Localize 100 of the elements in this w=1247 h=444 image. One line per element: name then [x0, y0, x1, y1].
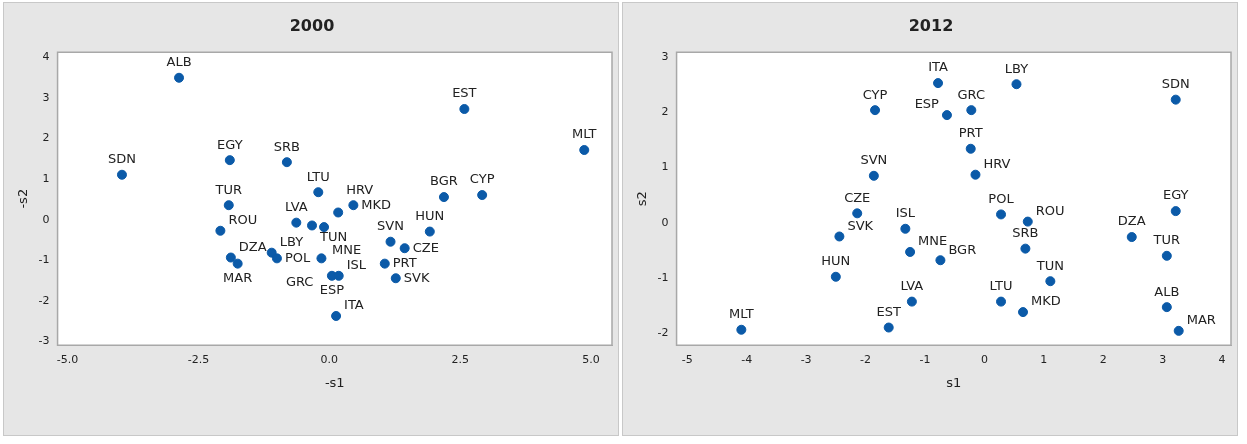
- x-tick-label: -2.5: [187, 352, 210, 366]
- annotation: MAR: [1186, 312, 1216, 328]
- point: [966, 105, 977, 116]
- annotation: LTU: [306, 168, 330, 184]
- point: [215, 225, 226, 236]
- annotation: SRB: [273, 138, 300, 154]
- point: [870, 105, 881, 116]
- y-tick-label: 2: [42, 131, 50, 145]
- point: [385, 236, 396, 247]
- point: [477, 190, 488, 201]
- annotation: MNE: [918, 233, 948, 249]
- y-tick-label: 1: [661, 160, 669, 174]
- point: [941, 110, 952, 121]
- annotation: MKD: [361, 196, 392, 212]
- point: [316, 253, 327, 264]
- x-tick-label: 2.5: [451, 352, 469, 366]
- annotation: HRV: [983, 156, 1011, 172]
- annotation: MLT: [729, 306, 754, 322]
- x-tick-label: 4: [1218, 352, 1226, 366]
- point: [1161, 250, 1172, 261]
- annotation: DZA: [1117, 213, 1146, 229]
- point: [313, 187, 324, 198]
- point: [459, 104, 470, 115]
- annotation: TUN: [1035, 257, 1064, 273]
- x-tick-label: 0: [980, 352, 988, 366]
- point: [390, 273, 401, 284]
- point: [271, 253, 282, 264]
- annotation: MAR: [223, 270, 253, 286]
- point: [900, 223, 911, 234]
- annotation: CZE: [844, 189, 871, 205]
- x-tick-label: -5: [681, 352, 693, 366]
- point: [1170, 94, 1181, 105]
- point: [906, 296, 917, 307]
- annotation: LBY: [279, 234, 304, 250]
- chart-title: 2012: [908, 15, 954, 35]
- annotation: ITA: [928, 59, 948, 75]
- point: [116, 169, 127, 180]
- annotation: EST: [452, 85, 477, 101]
- annotation: ISL: [895, 205, 916, 221]
- point: [379, 258, 390, 269]
- x-tick-label: -1: [919, 352, 931, 366]
- point: [996, 296, 1007, 307]
- point: [225, 252, 236, 263]
- annotation: ROU: [228, 212, 258, 228]
- x-tick-label: 1: [1040, 352, 1048, 366]
- annotation: LBY: [1004, 60, 1029, 76]
- point: [232, 258, 243, 269]
- annotation: ESP: [914, 96, 940, 112]
- y-tick-label: -2: [657, 325, 669, 339]
- point: [348, 200, 359, 211]
- annotation: ITA: [344, 297, 364, 313]
- annotation: SVK: [403, 269, 430, 285]
- point: [935, 255, 946, 266]
- point: [834, 231, 845, 242]
- point: [868, 170, 879, 181]
- annotation: ESP: [319, 282, 345, 298]
- annotation: SRB: [1012, 225, 1039, 241]
- annotation: POL: [284, 249, 311, 265]
- x-tick-label: 0.0: [320, 352, 339, 366]
- annotation: POL: [988, 190, 1015, 206]
- annotation: BGR: [948, 241, 977, 257]
- point: [319, 222, 330, 233]
- annotation: HUN: [821, 253, 851, 269]
- annotation: SDN: [1161, 76, 1190, 92]
- point: [1020, 243, 1031, 254]
- point: [933, 78, 944, 89]
- x-tick-label: -3: [800, 352, 812, 366]
- y-tick-label: -2: [38, 293, 50, 307]
- y-tick-label: 3: [661, 50, 669, 64]
- point: [399, 243, 410, 254]
- annotation: EGY: [217, 136, 243, 152]
- point: [1161, 302, 1172, 313]
- point: [424, 226, 435, 237]
- point: [438, 192, 449, 203]
- annotation: BGR: [430, 173, 458, 189]
- point: [579, 145, 590, 155]
- x-tick-label: 2: [1099, 352, 1107, 366]
- annotation: ALB: [1154, 283, 1180, 299]
- annotation: MKD: [1031, 293, 1061, 309]
- chart-title: 2000: [289, 15, 335, 35]
- point: [331, 310, 342, 321]
- point: [1045, 276, 1056, 287]
- y-tick-label: 0: [661, 215, 669, 229]
- point: [1170, 206, 1181, 217]
- point: [1173, 325, 1184, 336]
- x-axis-title: s1: [946, 374, 962, 390]
- point: [970, 169, 981, 180]
- x-tick-label: -5.0: [56, 352, 79, 366]
- annotation: HRV: [346, 181, 374, 197]
- annotation: HUN: [415, 207, 445, 223]
- point: [1022, 216, 1033, 227]
- y-tick-label: 4: [42, 50, 50, 64]
- annotation: LVA: [900, 277, 924, 293]
- x-tick-label: -4: [741, 352, 753, 366]
- annotation: CYP: [469, 171, 495, 187]
- point: [224, 155, 235, 166]
- point: [1011, 79, 1022, 90]
- y-tick-label: -1: [657, 270, 669, 284]
- point: [736, 324, 747, 335]
- point: [905, 246, 916, 257]
